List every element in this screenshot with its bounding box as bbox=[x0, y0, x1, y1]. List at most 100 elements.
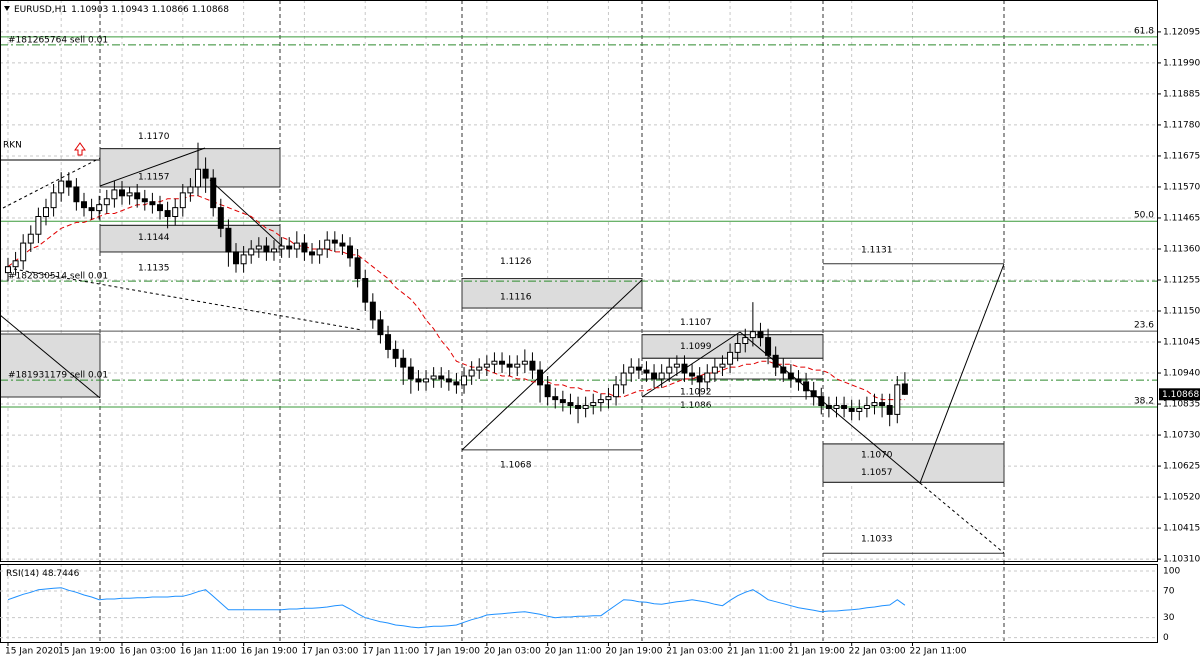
candle-body bbox=[225, 227, 232, 253]
x-tick-label: 17 Jan 11:00 bbox=[362, 647, 419, 657]
chart-header: EURUSD,H1 1.10903 1.10943 1.10866 1.10868 bbox=[14, 5, 229, 15]
candle-body bbox=[42, 207, 49, 217]
candle-body bbox=[597, 399, 604, 404]
zones bbox=[99, 148, 1005, 483]
price-tag-label: 1.10868 bbox=[1162, 390, 1199, 400]
candle-body bbox=[309, 251, 316, 256]
level-label: 1.1116 bbox=[500, 293, 532, 303]
trend-lines bbox=[0, 142, 1005, 554]
candle-body bbox=[164, 210, 171, 217]
candle-body bbox=[278, 245, 285, 250]
candle-body bbox=[316, 248, 323, 256]
x-tick-label: 20 Jan 19:00 bbox=[605, 647, 662, 657]
level-label: 1.1107 bbox=[680, 318, 712, 328]
y-tick-label: 1.11990 bbox=[1163, 58, 1200, 68]
candle-body bbox=[765, 337, 772, 356]
candle-body bbox=[12, 260, 19, 268]
candle-body bbox=[4, 266, 11, 274]
x-tick-label: 17 Jan 03:00 bbox=[301, 647, 358, 657]
y-tick-label: 1.10415 bbox=[1163, 524, 1200, 534]
candle-body bbox=[301, 242, 308, 253]
candle-body bbox=[35, 215, 42, 235]
candle-body bbox=[96, 204, 103, 212]
y-tick-label: 1.10835 bbox=[1163, 400, 1200, 410]
candle-body bbox=[438, 375, 445, 380]
candle-body bbox=[156, 204, 163, 212]
y-tick-label: 1.11045 bbox=[1163, 338, 1200, 348]
candle-body bbox=[651, 372, 658, 380]
collapse-icon[interactable] bbox=[4, 6, 10, 11]
candle-body bbox=[263, 245, 270, 253]
y-tick-label: 1.11675 bbox=[1163, 151, 1200, 161]
level-label: 1.1157 bbox=[138, 172, 170, 182]
rsi-panel: 100 70 30 0 bbox=[0, 567, 1180, 643]
candle-body bbox=[628, 366, 635, 374]
fib-label: 23.6 bbox=[1134, 321, 1154, 331]
y-tick-label: 1.10520 bbox=[1163, 493, 1200, 503]
candle-body bbox=[423, 378, 430, 383]
candle-body bbox=[445, 378, 452, 383]
candle-body bbox=[362, 278, 369, 303]
candle-body bbox=[415, 378, 422, 383]
candle-body bbox=[453, 381, 460, 386]
candle-body bbox=[491, 360, 498, 365]
level-label: 1.1144 bbox=[138, 233, 170, 243]
y-tick-label: 1.12095 bbox=[1163, 27, 1200, 37]
y-tick-label: 1.10625 bbox=[1163, 462, 1200, 472]
candle-body bbox=[255, 245, 262, 250]
candle-body bbox=[187, 186, 194, 194]
candle-body bbox=[567, 402, 574, 407]
candle-body bbox=[271, 248, 278, 253]
order-label: #181931179 sell 0.01 bbox=[8, 371, 108, 381]
candle-body bbox=[673, 363, 680, 368]
candle-body bbox=[354, 257, 361, 280]
rsi-tick-label: 100 bbox=[1163, 567, 1180, 577]
candle-body bbox=[141, 198, 148, 203]
trend-line bbox=[461, 279, 643, 451]
level-label: 1.1070 bbox=[861, 450, 893, 460]
y-tick-label: 1.11885 bbox=[1163, 89, 1200, 99]
candle-body bbox=[468, 369, 475, 377]
rsi-tick-label: 70 bbox=[1163, 587, 1175, 597]
x-tick-label: 16 Jan 19:00 bbox=[241, 647, 298, 657]
candle-body bbox=[149, 201, 156, 206]
candle-body bbox=[795, 378, 802, 383]
marker-label: RKN bbox=[3, 141, 22, 151]
trend-line bbox=[209, 179, 283, 247]
candle-body bbox=[499, 360, 506, 365]
candle-body bbox=[210, 177, 217, 209]
y-tick-label: 1.11360 bbox=[1163, 244, 1200, 254]
candle-body bbox=[749, 331, 756, 339]
level-label: 1.1092 bbox=[680, 387, 712, 397]
candle-body bbox=[780, 366, 787, 374]
fib-label: 38.2 bbox=[1134, 397, 1154, 407]
candle-body bbox=[643, 369, 650, 374]
candles bbox=[4, 142, 908, 427]
x-tick-label: 21 Jan 03:00 bbox=[666, 647, 723, 657]
candle-body bbox=[286, 245, 293, 250]
x-tick-label: 21 Jan 19:00 bbox=[788, 647, 845, 657]
candle-body bbox=[711, 366, 718, 374]
candle-body bbox=[810, 390, 817, 398]
candle-body bbox=[620, 372, 627, 386]
candle-body bbox=[506, 363, 513, 368]
trend-line bbox=[641, 331, 741, 398]
candle-body bbox=[635, 366, 642, 371]
high: 1.10943 bbox=[111, 5, 148, 15]
level-label: 1.1057 bbox=[861, 468, 893, 478]
candle-body bbox=[324, 239, 331, 250]
candle-body bbox=[392, 348, 399, 359]
candle-body bbox=[118, 189, 125, 197]
candle-body bbox=[179, 192, 186, 209]
candle-body bbox=[575, 405, 582, 409]
candle-body bbox=[719, 363, 726, 368]
candle-body bbox=[803, 381, 810, 392]
zone-box bbox=[0, 333, 101, 398]
candle-body bbox=[590, 402, 597, 407]
level-label: 1.1126 bbox=[500, 257, 532, 267]
open: 1.10903 bbox=[71, 5, 108, 15]
zone bbox=[461, 278, 643, 309]
candle-body bbox=[894, 384, 901, 415]
candle-body bbox=[681, 363, 688, 374]
